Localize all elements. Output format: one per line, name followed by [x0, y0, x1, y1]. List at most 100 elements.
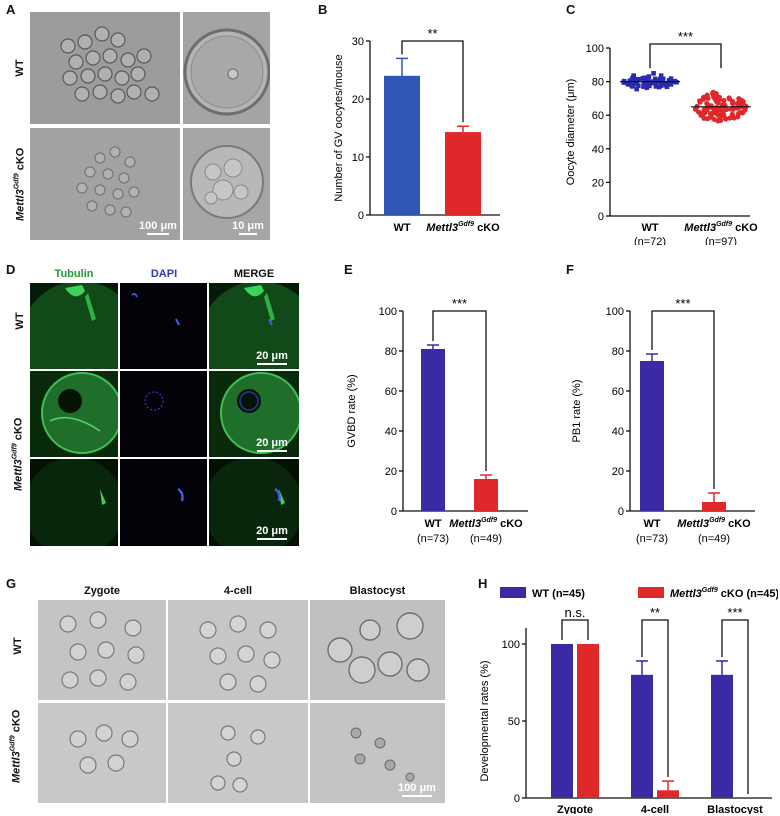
- x-tick-label-2: Blastocyst: [707, 804, 763, 814]
- panel-label-e: E: [344, 262, 353, 277]
- scatter-point: [634, 86, 639, 92]
- scatter-point: [621, 80, 627, 85]
- y-tick-label: 0: [358, 210, 364, 222]
- scatter-point: [737, 109, 743, 116]
- legend-label-cko: Mettl3Gdf9 cKO (n=45): [670, 587, 778, 600]
- y-axis-label: Oocyte diameter (μm): [565, 79, 577, 186]
- x-tick-label-1: Mettl3Gdf9 cKO: [426, 221, 500, 234]
- scatter-point: [716, 94, 723, 100]
- if-cko2-merge: [209, 459, 299, 546]
- y-axis-label: Number of GV oocytes/mouse: [333, 54, 345, 201]
- panel-label-d: D: [6, 262, 16, 277]
- y-tick-label: 100: [379, 306, 397, 318]
- significance-label: ***: [452, 296, 467, 311]
- significance-label: ***: [675, 296, 690, 311]
- y-tick-label: 40: [592, 144, 604, 156]
- cko-oocyte-cluster: [76, 146, 140, 218]
- significance-bracket: [651, 310, 715, 489]
- chart-developmental-rates: 0 50 100 Developmental rates (%) Zygote 4-cel…: [479, 587, 778, 814]
- panel-label-c: C: [566, 2, 576, 17]
- n-label-1: (n=97): [705, 236, 737, 245]
- scatter-point: [730, 106, 736, 112]
- scatter-point: [652, 76, 658, 82]
- bar-0: [640, 361, 664, 511]
- y-tick-label: 0: [618, 506, 624, 518]
- scatter-point: [660, 76, 666, 82]
- y-tick-label: 80: [612, 346, 624, 358]
- significance-2-label: ***: [727, 605, 742, 620]
- panel-d-col-tubulin: Tubulin: [54, 268, 94, 280]
- y-tick-label: 100: [586, 43, 604, 55]
- panel-g-col-4cell: 4-cell: [223, 585, 253, 597]
- wt-single-oocyte: [183, 28, 270, 116]
- scatter-point: [625, 80, 630, 86]
- significance-bracket: [432, 310, 487, 471]
- zygote-wt-cluster: [59, 611, 145, 691]
- legend-label-wt: WT (n=45): [532, 588, 585, 600]
- scatter-point: [710, 89, 716, 95]
- scatter-point: [629, 84, 635, 89]
- embryo-cko-zygote: [38, 703, 166, 803]
- scatter-point: [708, 112, 714, 118]
- scatter-point: [697, 99, 703, 105]
- y-tick-label: 100: [502, 639, 520, 651]
- micrograph-cko-oocyte-high-mag: [183, 128, 270, 240]
- y-tick-label: 40: [385, 426, 397, 438]
- scatter-point: [701, 115, 707, 121]
- scatter-point: [632, 77, 638, 83]
- scatter-point: [659, 81, 665, 87]
- bar-1: [702, 502, 726, 511]
- x-tick-label-1: Mettl3Gdf9 cKO: [449, 517, 523, 530]
- scatter-point: [637, 77, 642, 82]
- y-axis-label: PB1 rate (%): [571, 380, 583, 443]
- y-tick-label: 40: [612, 426, 624, 438]
- panel-a-row-label-wt: WT: [14, 59, 26, 77]
- panel-d-col-dapi: DAPI: [150, 268, 178, 280]
- n-label-1: (n=49): [470, 533, 502, 545]
- y-tick-label: 0: [598, 211, 604, 223]
- scatter-point: [726, 96, 733, 102]
- bar-s0-0: [551, 644, 573, 798]
- scatter-point: [628, 81, 634, 87]
- scatter-point: [644, 85, 650, 91]
- n-label-0: (n=72): [634, 236, 666, 245]
- y-axis-label: Developmental rates (%): [479, 660, 491, 781]
- if-wt-merge: [209, 283, 299, 369]
- n-label-0: (n=73): [636, 533, 668, 545]
- scatter-point: [668, 82, 674, 87]
- panel-g-col-blastocyst: Blastocyst: [349, 585, 406, 597]
- y-tick-label: 100: [606, 306, 624, 318]
- scatter-point: [723, 116, 729, 122]
- x-tick-label-1: Mettl3Gdf9 cKO: [684, 221, 758, 234]
- panel-g-scale-bar: 100 μm: [392, 782, 442, 797]
- panel-label-h: H: [478, 576, 488, 591]
- y-axis-label: GVBD rate (%): [346, 374, 358, 447]
- scatter-point: [723, 106, 730, 113]
- significance-2-bracket: [721, 619, 749, 794]
- x-tick-label-0: WT: [641, 222, 658, 234]
- if-cko1-dapi: [120, 371, 207, 457]
- bar-1: [445, 132, 481, 215]
- significance-1-label: **: [650, 605, 660, 620]
- y-tick-label: 30: [352, 36, 364, 48]
- x-tick-label-1: 4-cell: [641, 804, 669, 814]
- y-tick-label: 10: [352, 152, 364, 164]
- significance-1-bracket: [641, 619, 669, 778]
- y-tick-label: 80: [385, 346, 397, 358]
- panel-label-a: A: [6, 2, 16, 17]
- significance-label: **: [427, 26, 437, 41]
- scatter-point: [668, 76, 674, 81]
- if-cko1-tubulin: [30, 371, 118, 457]
- scatter-point: [633, 81, 639, 86]
- embryo-wt-blastocyst: [310, 600, 445, 700]
- 4cell-cko-cluster: [210, 725, 266, 793]
- x-tick-label-1: Mettl3Gdf9 cKO: [677, 517, 751, 530]
- x-tick-label-0: WT: [393, 222, 410, 234]
- blastocyst-cko-cluster: [350, 727, 415, 782]
- bar-s0-2: [711, 674, 733, 798]
- micrograph-cko-oocytes-low-mag: [30, 128, 180, 240]
- y-tick-label: 20: [592, 177, 604, 189]
- y-tick-label: 60: [612, 386, 624, 398]
- panel-d-scale-bar-2: 20 μm: [248, 437, 296, 452]
- panel-g-row-label-cko: Mettl3Gdf9 cKO: [9, 709, 23, 784]
